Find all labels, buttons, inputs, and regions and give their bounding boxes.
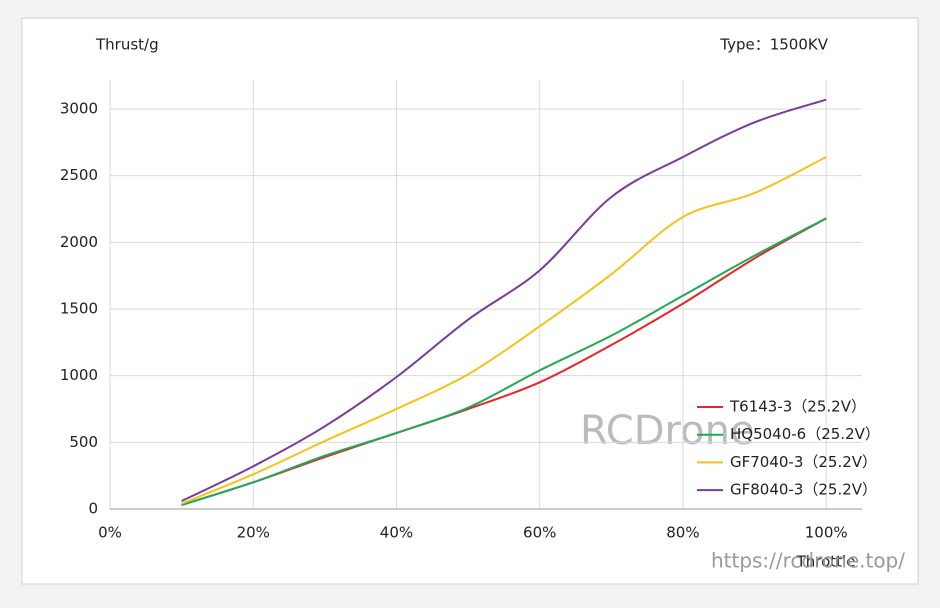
y-tick-label: 2000	[60, 233, 98, 251]
x-tick-label: 20%	[237, 524, 270, 542]
y-axis-label: Thrust/g	[95, 36, 159, 54]
legend-label: HQ5040-6（25.2V）	[730, 425, 880, 443]
y-tick-label: 3000	[60, 100, 98, 118]
watermark: RCDrone	[580, 408, 755, 454]
x-tick-label: 60%	[523, 524, 556, 542]
legend-label: T6143-3（25.2V）	[729, 398, 866, 416]
y-tick-label: 1000	[60, 366, 98, 384]
x-tick-label: 0%	[98, 524, 122, 542]
x-tick-label: 40%	[380, 524, 413, 542]
legend-label: GF7040-3（25.2V）	[730, 453, 877, 471]
series-line	[181, 156, 827, 505]
x-tick-label: 80%	[666, 524, 699, 542]
y-tick-label: 2500	[60, 166, 98, 184]
series-line	[181, 98, 827, 502]
y-tick-label: 0	[88, 500, 98, 518]
subtitle: Type：1500KV	[719, 36, 828, 54]
chart-frame	[21, 17, 919, 585]
watermark-url: https://rcdrone.top/	[711, 549, 905, 573]
x-tick-label: 100%	[805, 524, 848, 542]
y-tick-label: 1500	[60, 300, 98, 318]
x-axis-label: Throttle	[796, 553, 856, 571]
series-line	[181, 217, 827, 506]
legend-label: GF8040-3（25.2V）	[730, 481, 877, 499]
y-tick-label: 500	[69, 433, 98, 451]
